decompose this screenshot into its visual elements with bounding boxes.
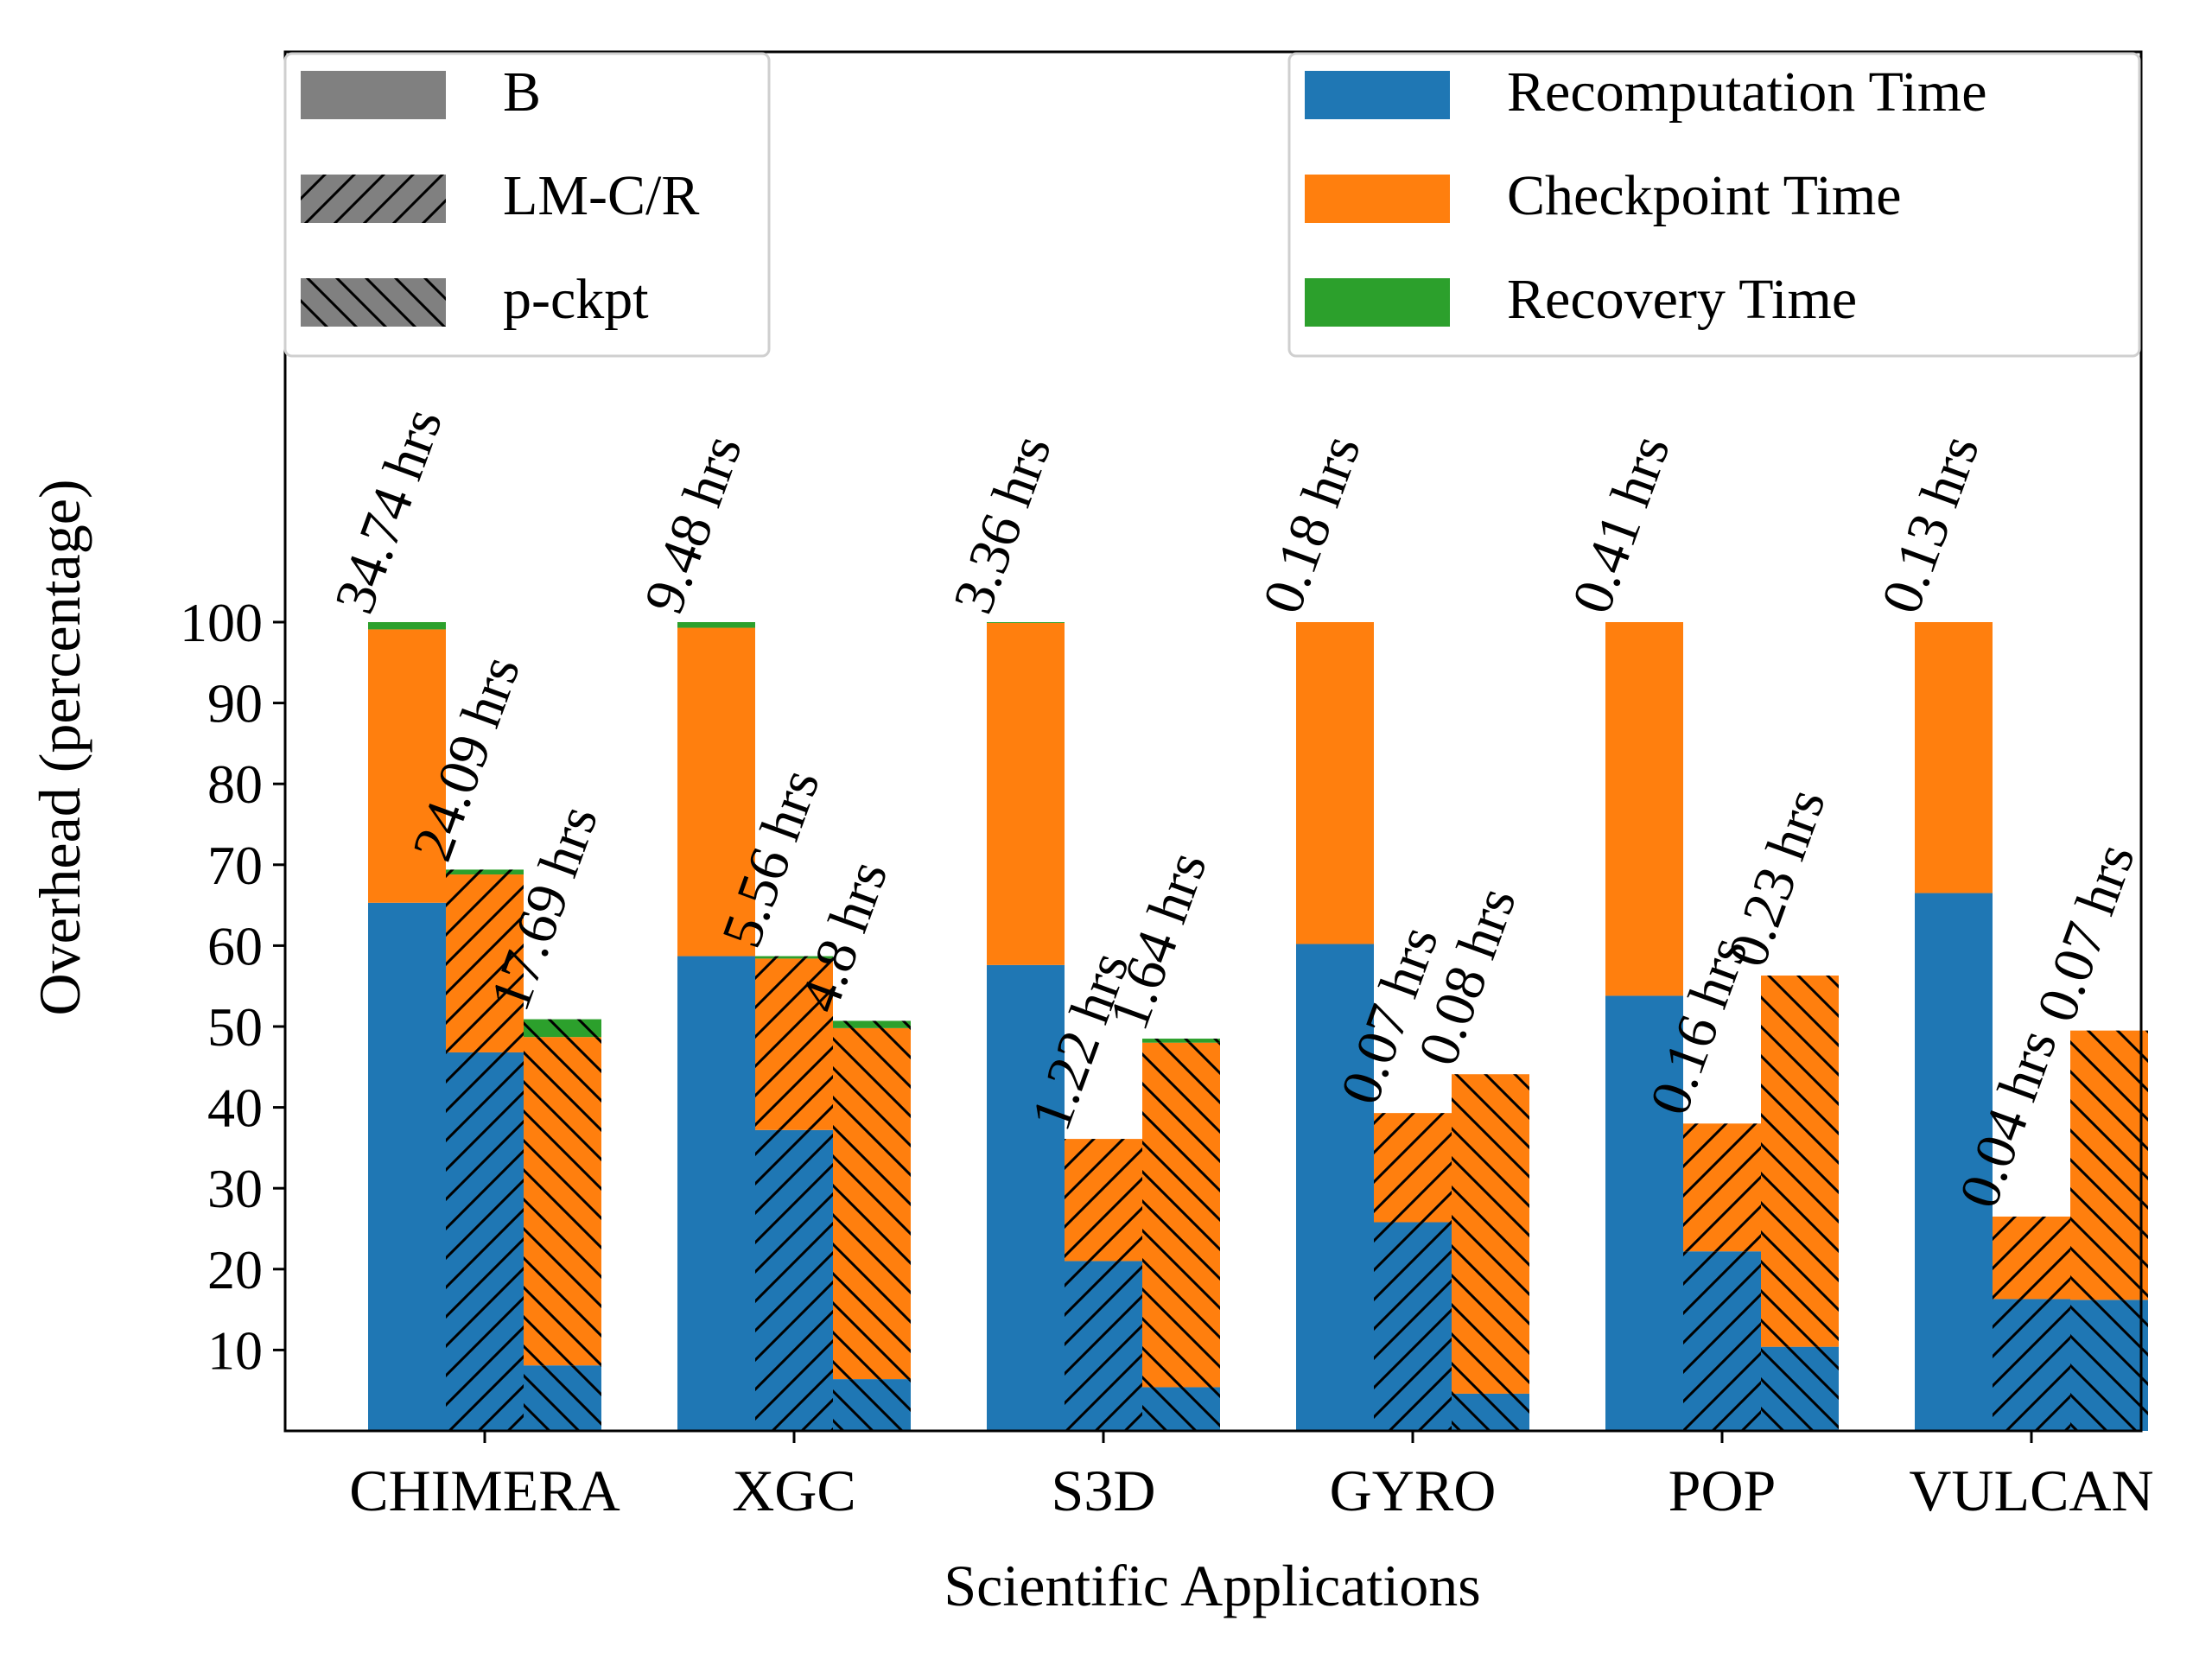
bar-chimera-lm-c-r-recomputation-hatch — [446, 1052, 524, 1431]
bar-s3d-b-checkpoint — [987, 622, 1065, 965]
plot-frame — [283, 50, 2143, 1433]
legend-label-recovery-time: Recovery Time — [1507, 268, 1857, 331]
x-tick-label-xgc: XGC — [732, 1458, 856, 1523]
x-axis-label: Scientific Applications — [944, 1553, 1480, 1618]
bar-chimera-p-ckpt-recomputation-hatch — [524, 1365, 601, 1431]
legend-components: Recomputation Time Checkpoint Time Recover… — [1287, 52, 2141, 358]
bar-chimera-b-recovery — [368, 622, 446, 630]
bar-xgc-p-ckpt-checkpoint-hatch — [833, 1027, 911, 1380]
bar-gyro-lm-c-r-checkpoint-hatch — [1374, 1113, 1452, 1223]
bar-vulcan-lm-c-r-recomputation-hatch — [1993, 1299, 2070, 1431]
legend-swatch-hatch-p-ckpt — [301, 278, 446, 327]
bar-xgc-lm-c-r-recomputation-hatch — [755, 1129, 833, 1431]
bar-gyro-p-ckpt-recomputation-hatch — [1452, 1393, 1529, 1431]
bar-xgc-b-recomputation — [677, 956, 755, 1431]
x-tick-label-vulcan: VULCAN — [1909, 1458, 2153, 1523]
legend-swatch-hatch-lm-c-r — [301, 175, 446, 223]
legend-swatch-b — [301, 71, 446, 119]
bar-xgc-p-ckpt-recovery-hatch — [833, 1020, 911, 1028]
bar-s3d-p-ckpt-recomputation-hatch — [1142, 1387, 1220, 1431]
y-axis-label: Overhead (percentage) — [27, 479, 92, 1015]
legend-label-b: B — [503, 60, 541, 124]
bar-chimera-p-ckpt-checkpoint-hatch — [524, 1037, 601, 1366]
bar-label-chimera-b: 34.74 hrs — [322, 400, 454, 621]
legend-label-p-ckpt: p-ckpt — [503, 268, 649, 331]
legend-swatch-checkpoint-time — [1305, 175, 1450, 223]
y-tick-label: 30 — [207, 1158, 263, 1219]
bar-s3d-p-ckpt-recovery-hatch — [1142, 1039, 1220, 1043]
bar-label-gyro-b: 0.18 hrs — [1250, 427, 1372, 621]
bar-gyro-lm-c-r-recomputation-hatch — [1374, 1222, 1452, 1431]
bar-label-xgc-p-ckpt: 4.8 hrs — [787, 853, 899, 1020]
bar-xgc-b-checkpoint — [677, 627, 755, 957]
y-tick-label: 20 — [207, 1239, 263, 1300]
bar-label-pop-b: 0.41 hrs — [1560, 427, 1681, 621]
bar-label-s3d-b: 3.36 hrs — [941, 427, 1063, 621]
bar-xgc-b-recovery — [677, 622, 755, 628]
bar-s3d-p-ckpt-checkpoint-hatch — [1142, 1042, 1220, 1388]
bar-chimera-p-ckpt-recovery-hatch — [524, 1019, 601, 1038]
legend-swatch-recomputation-time — [1305, 71, 1450, 119]
y-tick-label: 80 — [207, 753, 263, 815]
bar-xgc-p-ckpt-recomputation-hatch — [833, 1379, 911, 1431]
bar-label-xgc-b: 9.48 hrs — [632, 427, 753, 621]
x-tick-label-chimera: CHIMERA — [349, 1458, 620, 1523]
bar-s3d-lm-c-r-checkpoint-hatch — [1065, 1139, 1142, 1262]
bars-layer — [368, 622, 2148, 1431]
bar-gyro-p-ckpt-checkpoint-hatch — [1452, 1074, 1529, 1394]
bar-vulcan-p-ckpt-checkpoint-hatch — [2070, 1030, 2148, 1300]
y-tick-label: 100 — [180, 592, 263, 653]
bar-chimera-b-recomputation — [368, 902, 446, 1431]
y-tick-label: 70 — [207, 835, 263, 896]
bar-vulcan-b-recomputation — [1915, 893, 1993, 1431]
bar-xgc-lm-c-r-checkpoint-hatch — [755, 958, 833, 1130]
x-tick-label-gyro: GYRO — [1330, 1458, 1497, 1523]
legend-label-checkpoint-time: Checkpoint Time — [1507, 164, 1902, 227]
legend-methods: B LM-C/R p-ckpt — [283, 52, 771, 358]
y-tick-label: 40 — [207, 1077, 263, 1139]
bar-pop-p-ckpt-checkpoint-hatch — [1761, 976, 1839, 1347]
bar-chimera-b-checkpoint — [368, 629, 446, 903]
bar-label-pop-p-ckpt: 0.23 hrs — [1715, 780, 1837, 975]
x-tick-label-pop: POP — [1669, 1458, 1777, 1523]
bar-vulcan-lm-c-r-checkpoint-hatch — [1993, 1216, 2070, 1300]
bar-gyro-b-recomputation — [1296, 944, 1374, 1431]
bar-chimera-lm-c-r-recovery-hatch — [446, 869, 524, 875]
y-tick-label: 10 — [207, 1319, 263, 1381]
bar-s3d-b-recovery — [987, 622, 1065, 623]
legend-label-lm-c-r: LM-C/R — [503, 164, 699, 227]
bar-pop-b-checkpoint — [1605, 622, 1683, 996]
bar-label-vulcan-b: 0.13 hrs — [1869, 427, 1991, 621]
bar-vulcan-b-checkpoint — [1915, 622, 1993, 893]
legend-swatch-recovery-time — [1305, 278, 1450, 327]
bar-xgc-lm-c-r-recovery-hatch — [755, 956, 833, 959]
bar-s3d-b-recomputation — [987, 964, 1065, 1431]
bar-pop-b-recomputation — [1605, 995, 1683, 1431]
x-tick-label-s3d: S3D — [1052, 1458, 1156, 1523]
bar-gyro-b-checkpoint — [1296, 622, 1374, 944]
bar-label-s3d-p-ckpt: 1.64 hrs — [1096, 843, 1218, 1038]
legend-label-recomputation-time: Recomputation Time — [1507, 60, 1987, 124]
bar-pop-lm-c-r-recomputation-hatch — [1683, 1251, 1761, 1431]
bar-vulcan-p-ckpt-recomputation-hatch — [2070, 1300, 2148, 1431]
bar-s3d-lm-c-r-recomputation-hatch — [1065, 1261, 1142, 1431]
y-tick-label: 90 — [207, 673, 263, 734]
y-tick-label: 60 — [207, 915, 263, 976]
bar-chimera-lm-c-r-checkpoint-hatch — [446, 874, 524, 1052]
bar-pop-p-ckpt-recomputation-hatch — [1761, 1346, 1839, 1431]
bar-label-vulcan-p-ckpt: 0.07 hrs — [2024, 836, 2146, 1030]
legend-components-frame — [1287, 52, 2141, 358]
axes: 10 20 30 40 50 60 70 80 90 100 CHIMERA XGC S3D GYRO PO… — [180, 50, 2154, 1523]
bar-pop-lm-c-r-checkpoint-hatch — [1683, 1123, 1761, 1252]
y-tick-label: 50 — [207, 996, 263, 1058]
